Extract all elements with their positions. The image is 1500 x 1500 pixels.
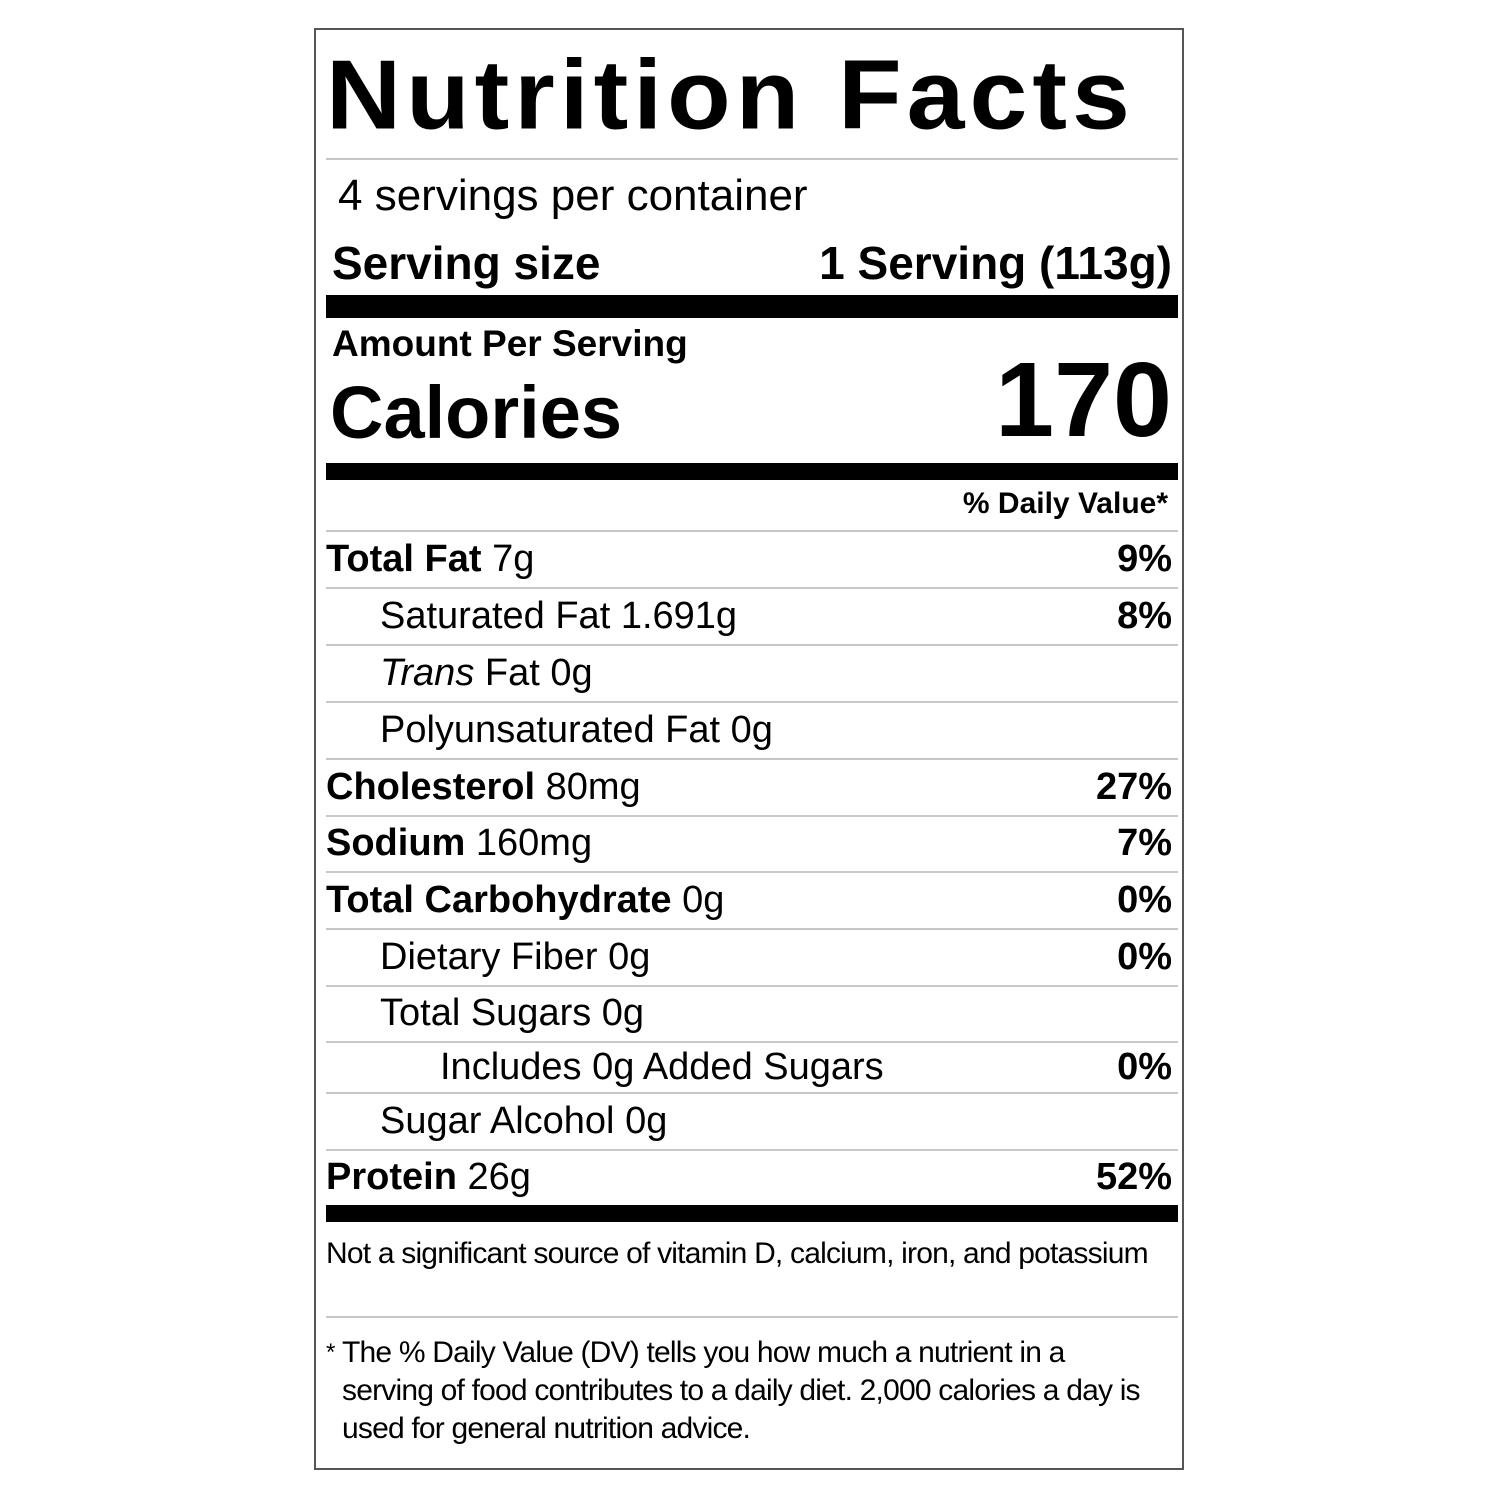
divider — [326, 1316, 1178, 1318]
nutrient-label: Sodium — [326, 822, 466, 864]
nutrient-name: Polyunsaturated Fat 0g — [380, 708, 773, 752]
calories-value: 170 — [995, 341, 1172, 459]
nutrient-name: Total Carbohydrate 0g — [326, 878, 724, 922]
footnote-star: * — [326, 1339, 335, 1366]
serving-size-value: 1 Serving (113g) — [819, 237, 1172, 289]
nutrient-row: Trans Fat 0g — [326, 644, 1178, 701]
divider — [326, 701, 1178, 703]
nutrient-row: Cholesterol 80mg 27% — [326, 758, 1178, 815]
nutrient-row: Polyunsaturated Fat 0g — [326, 701, 1178, 758]
nutrient-amount: 160mg — [475, 822, 593, 864]
nutrient-daily-value: 8% — [1117, 594, 1172, 637]
amount-per-serving: Amount Per Serving — [332, 323, 688, 364]
nutrient-amount: 7g — [492, 537, 535, 580]
nutrient-name: Protein 26g — [326, 1155, 531, 1199]
divider — [326, 815, 1178, 817]
divider — [326, 1041, 1178, 1043]
nutrient-row: Saturated Fat 1.691g 8% — [326, 587, 1178, 644]
nutrient-row: Total Fat 7g 9% — [326, 530, 1178, 587]
divider — [326, 1149, 1178, 1151]
nutrient-daily-value: 9% — [1117, 537, 1172, 580]
nutrient-daily-value: 7% — [1117, 822, 1172, 864]
nutrient-daily-value: 0% — [1117, 935, 1172, 978]
divider — [326, 644, 1178, 646]
daily-value-header: % Daily Value* — [962, 487, 1168, 520]
divider — [326, 985, 1178, 987]
footnote-text: The % Daily Value (DV) tells you how muc… — [342, 1336, 1141, 1445]
nutrient-amount: 26g — [467, 1156, 531, 1198]
nutrient-row: Dietary Fiber 0g 0% — [326, 928, 1178, 985]
calories-label: Calories — [330, 371, 623, 454]
nutrient-daily-value: 0% — [1117, 1045, 1172, 1088]
nutrient-amount: 1.691g — [620, 594, 738, 637]
divider — [326, 758, 1178, 760]
label-title: Nutrition Facts — [326, 39, 1135, 151]
nutrient-name: Dietary Fiber 0g — [380, 935, 650, 979]
nutrient-name: Cholesterol 80mg — [326, 765, 641, 809]
thick-divider — [326, 463, 1178, 480]
nutrient-label: Includes 0g Added Sugars — [440, 1045, 884, 1088]
divider — [326, 928, 1178, 930]
divider — [326, 587, 1178, 589]
nutrient-label: Total Carbohydrate — [326, 878, 672, 921]
nutrient-name: Saturated Fat 1.691g — [380, 594, 737, 638]
nutrient-label: Total Fat — [326, 537, 482, 580]
nutrient-name-italic: Trans — [380, 651, 475, 694]
nutrient-label: Saturated Fat — [380, 594, 611, 637]
nutrient-label: Dietary Fiber — [380, 935, 598, 978]
nutrient-row: Total Carbohydrate 0g 0% — [326, 871, 1178, 928]
footnote: * The % Daily Value (DV) tells you how m… — [326, 1334, 1178, 1448]
nutrient-amount: 0g — [550, 651, 593, 694]
thick-divider — [326, 1205, 1178, 1222]
nutrient-daily-value: 52% — [1095, 1156, 1172, 1198]
nutrient-row: Total Sugars 0g — [326, 985, 1178, 1041]
nutrient-row: Sugar Alcohol 0g — [326, 1092, 1178, 1149]
nutrient-name: Total Sugars 0g — [380, 991, 644, 1035]
nutrient-label: Polyunsaturated Fat — [380, 708, 721, 751]
nutrient-name: Includes 0g Added Sugars — [440, 1045, 884, 1089]
nutrient-name: Total Fat 7g — [326, 537, 534, 581]
nutrient-name: Sodium 160mg — [326, 821, 592, 865]
nutrient-daily-value: 0% — [1117, 878, 1172, 921]
nutrient-amount: 0g — [682, 878, 725, 921]
nutrient-label: Fat — [484, 651, 540, 694]
not-significant-note: Not a significant source of vitamin D, c… — [326, 1237, 1149, 1270]
divider — [326, 871, 1178, 873]
nutrient-amount: 0g — [608, 935, 651, 978]
nutrient-label: Cholesterol — [326, 765, 536, 808]
serving-size-label: Serving size — [332, 237, 601, 289]
servings-per-container: 4 servings per container — [338, 171, 808, 220]
nutrient-label: Total Sugars — [380, 992, 592, 1034]
nutrient-amount: 0g — [601, 992, 645, 1034]
nutrient-amount: 80mg — [545, 765, 641, 808]
nutrient-name: Sugar Alcohol 0g — [380, 1099, 667, 1143]
nutrient-daily-value: 27% — [1095, 765, 1172, 808]
nutrient-row: Protein 26g 52% — [326, 1149, 1178, 1205]
serving-size-row: Serving size 1 Serving (113g) — [326, 236, 1178, 290]
nutrient-label: Sugar Alcohol — [380, 1099, 615, 1142]
divider — [326, 530, 1178, 532]
nutrient-label: Protein — [326, 1156, 457, 1198]
nutrient-name: Trans Fat 0g — [380, 651, 593, 695]
nutrient-amount: 0g — [730, 708, 773, 751]
nutrient-row: Includes 0g Added Sugars 0% — [326, 1041, 1178, 1092]
nutrient-row: Sodium 160mg 7% — [326, 815, 1178, 871]
nutrition-label — [314, 28, 1184, 1470]
nutrient-amount: 0g — [625, 1099, 668, 1142]
thick-divider — [326, 295, 1178, 318]
divider — [326, 158, 1178, 160]
divider — [326, 1092, 1178, 1094]
